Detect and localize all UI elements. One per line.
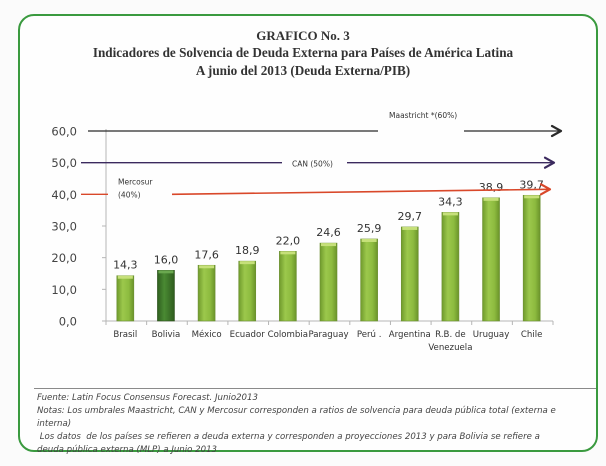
- chart-subtitle-date: A junio del 2013 (Deuda Externa/PIB): [195, 63, 411, 78]
- y-tick-label: 40,0: [51, 188, 77, 202]
- data-label: 16,0: [154, 253, 179, 266]
- bar-top-highlight: [239, 261, 255, 265]
- chart-subtitle: Indicadores de Solvencia de Deuda Extern…: [92, 45, 514, 60]
- y-tick-label: 20,0: [51, 251, 77, 265]
- category-label: Argentina: [389, 330, 431, 340]
- category-label: Bolivia: [152, 330, 181, 340]
- category-label: Colombia: [268, 330, 308, 340]
- note-thresholds-cont: interna): [37, 419, 72, 429]
- data-label: 25,9: [357, 222, 382, 235]
- can-label: CAN (50%): [292, 160, 333, 169]
- bar: [360, 238, 378, 322]
- bar-top-highlight: [321, 243, 336, 247]
- bar-top-highlight: [280, 251, 296, 255]
- mercosur-line-arrow: [171, 188, 549, 196]
- bar: [522, 194, 541, 322]
- bar: [400, 226, 419, 322]
- note-data: Los datos de los países se refieren a de…: [37, 432, 540, 442]
- mercosur-label-pct: (40%): [118, 190, 141, 199]
- data-label: 29,7: [398, 210, 423, 223]
- category-label: Chile: [521, 330, 543, 340]
- category-label: Uruguay: [473, 330, 510, 340]
- y-tick-label: 10,0: [51, 283, 77, 297]
- bar: [279, 251, 297, 322]
- bar-top-highlight: [117, 275, 133, 279]
- data-label: 39,7: [519, 178, 544, 191]
- maastricht-label: Maastricht *(60%): [389, 111, 457, 120]
- mercosur-arrow-icon: [539, 183, 552, 196]
- bar: [482, 197, 500, 322]
- category-label: Perú .: [357, 330, 382, 340]
- y-tick-label: 0,0: [59, 315, 77, 329]
- note-thresholds: Notas: Los umbrales Maastricht, CAN y Me…: [37, 406, 556, 416]
- bar-top-highlight: [524, 195, 540, 199]
- bar: [319, 242, 338, 322]
- maastricht-arrow-icon: [550, 124, 563, 138]
- bar-top-highlight: [483, 197, 499, 201]
- category-label: Ecuador: [230, 330, 266, 340]
- category-label: Brasil: [113, 330, 137, 340]
- footnotes: Fuente: Latin Focus Consensus Forecast. …: [37, 392, 587, 457]
- source-note: Fuente: Latin Focus Consensus Forecast. …: [37, 393, 258, 403]
- bar: [116, 275, 135, 322]
- can-arrow-icon: [543, 156, 556, 169]
- y-tick-label: 60,0: [51, 125, 77, 139]
- category-label: México: [192, 329, 222, 340]
- bar-top-highlight: [361, 238, 377, 242]
- chart-title: GRAFICO No. 3: [256, 28, 350, 43]
- data-label: 38,9: [479, 181, 504, 194]
- data-label: 17,6: [194, 248, 219, 261]
- data-label: 18,9: [235, 244, 260, 257]
- category-label: Venezuela: [428, 343, 472, 353]
- bar: [197, 264, 216, 322]
- data-label: 24,6: [316, 226, 341, 239]
- bar-top-highlight: [199, 265, 215, 269]
- bar-top-highlight: [158, 270, 174, 274]
- chart-frame: [18, 14, 598, 452]
- category-label: Paraguay: [308, 330, 348, 340]
- bar-top-highlight: [442, 212, 458, 216]
- data-label: 14,3: [113, 259, 138, 272]
- mercosur-label: Mercosur: [118, 177, 153, 186]
- bar: [441, 212, 460, 322]
- bar: [157, 270, 175, 322]
- bar: [238, 260, 257, 322]
- y-tick-label: 30,0: [51, 220, 77, 234]
- data-label: 22,0: [276, 234, 301, 247]
- y-tick-label: 50,0: [51, 156, 77, 170]
- bar-top-highlight: [402, 226, 418, 230]
- data-label: 34,3: [438, 195, 463, 208]
- note-data-cont: deuda pública externa (MLP) a Junio 2013: [37, 445, 217, 455]
- footnote-divider: [34, 388, 596, 389]
- category-label: R.B. de: [435, 330, 466, 340]
